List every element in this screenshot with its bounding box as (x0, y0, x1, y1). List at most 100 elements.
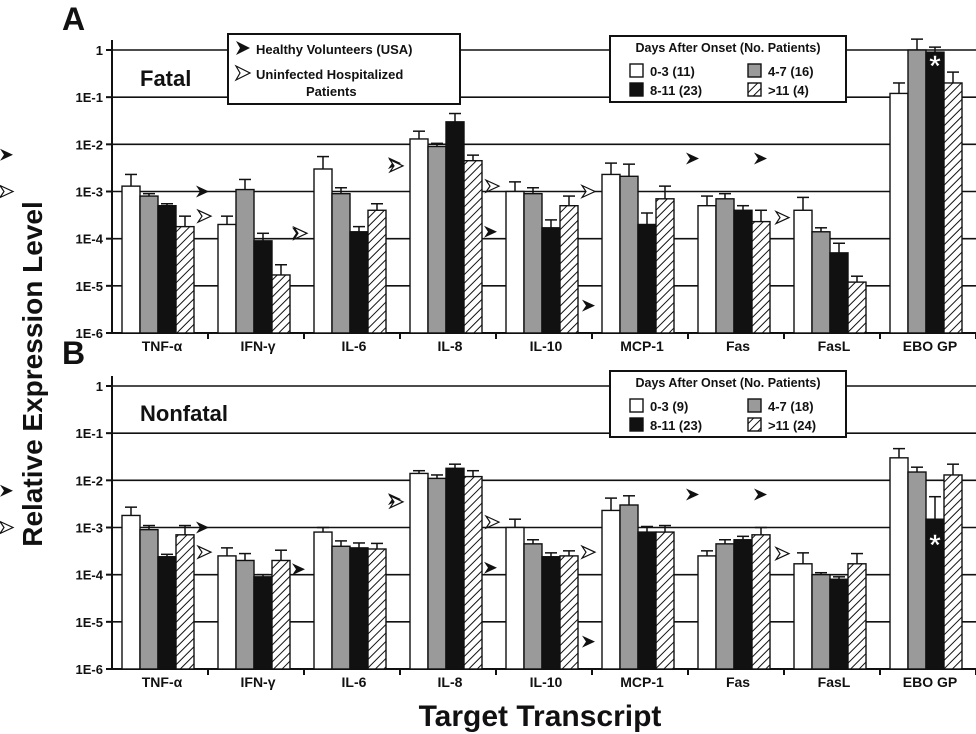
y-tick-label: 1 (96, 43, 103, 58)
marker-legend: Healthy Volunteers (USA) Uninfected Hosp… (227, 33, 461, 105)
bar (829, 252, 849, 334)
uninfected-hospitalized-marker (234, 64, 252, 82)
uninfected-hospitalized-label-line2: Patients (306, 84, 357, 99)
y-tick-label: 1E-5 (76, 279, 103, 294)
significance-asterisk: * (929, 529, 941, 562)
bar (559, 204, 579, 334)
uninfected-hospitalized-marker (196, 544, 213, 560)
legend-entry: 0-3 (9) (650, 399, 688, 414)
bar (751, 220, 771, 334)
category-label: FasL (818, 674, 851, 690)
bar (637, 531, 657, 670)
bar (253, 576, 273, 670)
bar (619, 175, 639, 334)
category-label: TNF-α (142, 674, 183, 690)
bar (139, 528, 159, 670)
category-label: IL-6 (342, 338, 367, 354)
bar (175, 534, 195, 670)
bar (907, 49, 927, 334)
y-tick-label: 1E-2 (76, 473, 103, 488)
healthy-volunteers-label: Healthy Volunteers (USA) (256, 42, 413, 57)
legend-box (609, 370, 847, 438)
bar (139, 195, 159, 334)
category-label: EBO GP (903, 338, 957, 354)
healthy-volunteers-marker (484, 225, 497, 238)
category-label: EBO GP (903, 674, 957, 690)
legend-entry: >11 (24) (768, 418, 816, 433)
legend-swatch (629, 417, 644, 432)
bar (601, 173, 621, 334)
legend-swatch (629, 82, 644, 97)
healthy-volunteers-marker (484, 561, 497, 574)
healthy-volunteers-marker (236, 41, 250, 55)
bar (253, 240, 273, 334)
bar (541, 227, 561, 334)
category-label: Fas (726, 674, 750, 690)
uninfected-hospitalized-marker (580, 184, 597, 199)
bar (367, 209, 387, 334)
bar (505, 190, 525, 334)
uninfected-hospitalized-marker (388, 158, 405, 174)
bar (445, 467, 465, 670)
bar (829, 578, 849, 670)
category-label: MCP-1 (620, 674, 664, 690)
y-tick-label: 1E-3 (76, 521, 103, 536)
bar (715, 543, 735, 670)
healthy-volunteers-marker (0, 484, 13, 497)
healthy-volunteers-marker (754, 152, 767, 165)
healthy-volunteers-marker (686, 488, 699, 501)
bar (619, 504, 639, 670)
bar (925, 51, 945, 334)
legend-title: Days After Onset (No. Patients) (636, 376, 821, 390)
category-label: IFN-γ (241, 674, 276, 690)
bar (217, 223, 237, 334)
bar (559, 555, 579, 670)
bar (331, 545, 351, 670)
y-tick-label: 1E-3 (76, 185, 103, 200)
uninfected-hospitalized-marker (484, 178, 501, 194)
bar (463, 159, 483, 334)
category-label: IL-10 (530, 338, 563, 354)
legend-swatch (747, 82, 762, 97)
category-label: IFN-γ (241, 338, 276, 354)
legend-box (609, 35, 847, 103)
legend-swatch (747, 417, 762, 432)
panel-title: Nonfatal (140, 401, 228, 426)
bar (697, 204, 717, 334)
legend-entry: 8-11 (23) (650, 83, 702, 98)
healthy-volunteers-marker (582, 635, 595, 648)
bar (157, 204, 177, 334)
y-tick-label: 1E-4 (76, 568, 104, 583)
uninfected-hospitalized-label-line1: Uninfected Hospitalized (256, 67, 403, 82)
y-axis-label: Relative Expression Level (17, 201, 48, 547)
bar (733, 209, 753, 334)
legend-swatch (629, 63, 644, 78)
bar (847, 281, 867, 334)
bar (793, 563, 813, 670)
legend-swatch (747, 398, 762, 413)
bar (271, 559, 291, 670)
legend-swatch (747, 63, 762, 78)
bar (367, 548, 387, 670)
legend-swatch (629, 398, 644, 413)
category-label: IL-10 (530, 674, 563, 690)
bar (943, 82, 963, 334)
uninfected-hospitalized-marker (196, 208, 213, 224)
bar (175, 225, 195, 334)
category-label: Fas (726, 338, 750, 354)
legend-entry: 0-3 (11) (650, 64, 695, 79)
healthy-volunteers-marker (196, 521, 209, 534)
panel-b: 1E-6 1E-5 1E-4 1E-3 1E-2 1E-1 1B Nonfatal TNF-α I… (0, 335, 976, 690)
series-legend: Days After Onset (No. Patients) 0-3 (9) 4-… (609, 370, 847, 438)
bar (751, 534, 771, 670)
healthy-volunteers-marker (686, 152, 699, 165)
bar (655, 198, 675, 334)
bar (811, 231, 831, 334)
bar (541, 556, 561, 670)
uninfected-hospitalized-marker (292, 225, 309, 241)
bar (121, 514, 141, 670)
uninfected-hospitalized-marker (0, 184, 15, 199)
bar (943, 474, 963, 670)
bar (811, 573, 831, 670)
